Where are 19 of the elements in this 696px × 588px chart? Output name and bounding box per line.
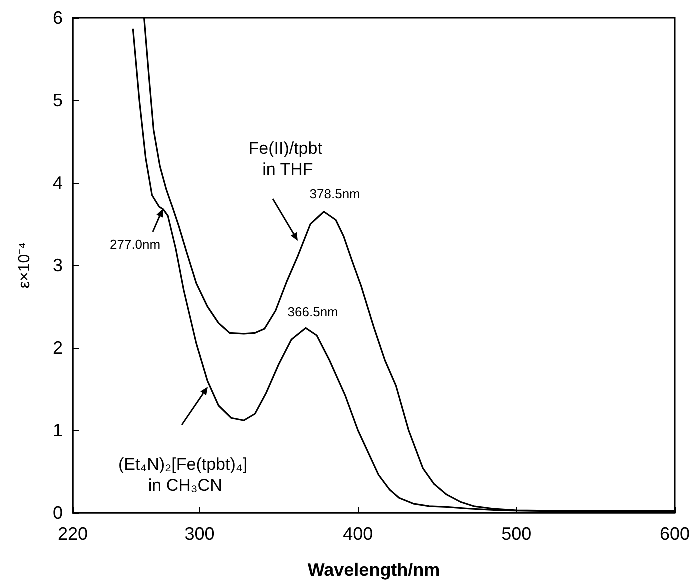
y-tick-label: 5 [52, 90, 63, 110]
y-tick-label: 0 [52, 503, 63, 523]
annotation: (Et₄N)₂[Fe(tpbt)₄] in CH₃CN [118, 455, 248, 495]
annotation: 277.0nm [110, 236, 161, 252]
annotation: 366.5nm [288, 304, 338, 320]
x-tick-label: 600 [660, 524, 690, 544]
x-tick-label: 500 [502, 524, 532, 544]
x-tick-label: 220 [58, 524, 88, 544]
x-tick-label: 400 [343, 524, 374, 544]
y-tick-label: 1 [52, 420, 63, 440]
y-tick-label: 2 [52, 338, 63, 358]
x-axis-title: Wavelength/nm [308, 560, 440, 580]
x-tick-label: 300 [184, 524, 215, 544]
y-tick-label: 6 [52, 8, 63, 28]
annotation: Fe(II)/tpbt in THF [248, 138, 328, 179]
y-axis-title: ε×10⁻⁴ [16, 242, 34, 289]
y-tick-label: 4 [52, 173, 63, 193]
annotation: 378.5nm [310, 186, 360, 202]
y-tick-label: 3 [52, 256, 63, 276]
